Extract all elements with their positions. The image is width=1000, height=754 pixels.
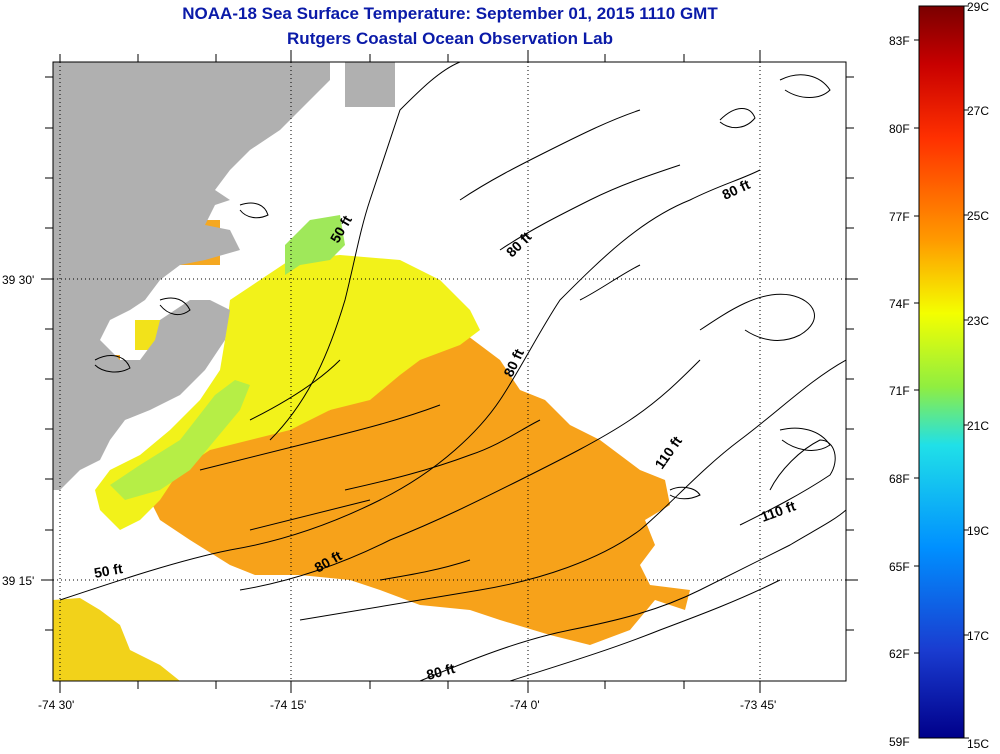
sst-southwest-region [53, 598, 180, 681]
colorbar-celsius-label: 25C [967, 209, 989, 223]
sst-cool-region [110, 380, 250, 500]
land-mass [345, 62, 395, 107]
map-subtitle: Rutgers Coastal Ocean Observation Lab [287, 29, 613, 48]
y-tick-label: 39 30' [2, 273, 34, 287]
colorbar-celsius-label: 23C [967, 314, 989, 328]
land-mass [53, 62, 330, 490]
colorbar-fahrenheit-label: 65F [889, 560, 910, 574]
colorbar-celsius-label: 17C [967, 629, 989, 643]
sst-cool-region [285, 215, 345, 275]
colorbar-fahrenheit-label: 80F [889, 122, 910, 136]
graticule [53, 62, 846, 681]
colorbar-celsius-label: 15C [967, 737, 989, 751]
contour-label: 50 ft [93, 560, 124, 581]
colorbar-fahrenheit-label: 62F [889, 647, 910, 661]
x-tick-label: -74 30' [38, 698, 74, 712]
colorbar-fahrenheit-label: 83F [889, 34, 910, 48]
map-title: NOAA-18 Sea Surface Temperature: Septemb… [182, 4, 718, 23]
y-tick-label: 39 15' [2, 574, 34, 588]
axis-ticks [41, 50, 858, 693]
contour-label: 80 ft [425, 660, 457, 683]
colorbar-fahrenheit-label: 71F [889, 384, 910, 398]
map-frame [52, 61, 847, 682]
colorbar-celsius-label: 29C [967, 0, 989, 14]
x-tick-label: -74 0' [510, 698, 540, 712]
colorbar-fahrenheit-label: 77F [889, 210, 910, 224]
colorbar-fahrenheit-label: 74F [889, 297, 910, 311]
colorbar-fahrenheit-label: 68F [889, 472, 910, 486]
sst-warm-region [150, 330, 690, 645]
colorbar: 29C 27C 25C 23C 21C 19C 17C 15C 83F 80F … [889, 0, 989, 751]
colorbar-celsius-label: 21C [967, 419, 989, 433]
x-tick-label: -74 15' [270, 698, 306, 712]
map-plot-area [53, 62, 846, 681]
colorbar-fahrenheit-label: 59F [889, 735, 910, 749]
colorbar-celsius-label: 19C [967, 524, 989, 538]
x-tick-label: -73 45' [740, 698, 776, 712]
colorbar-celsius-label: 27C [967, 104, 989, 118]
colorbar-ramp [918, 5, 965, 739]
bathymetry-contours [59, 62, 846, 681]
